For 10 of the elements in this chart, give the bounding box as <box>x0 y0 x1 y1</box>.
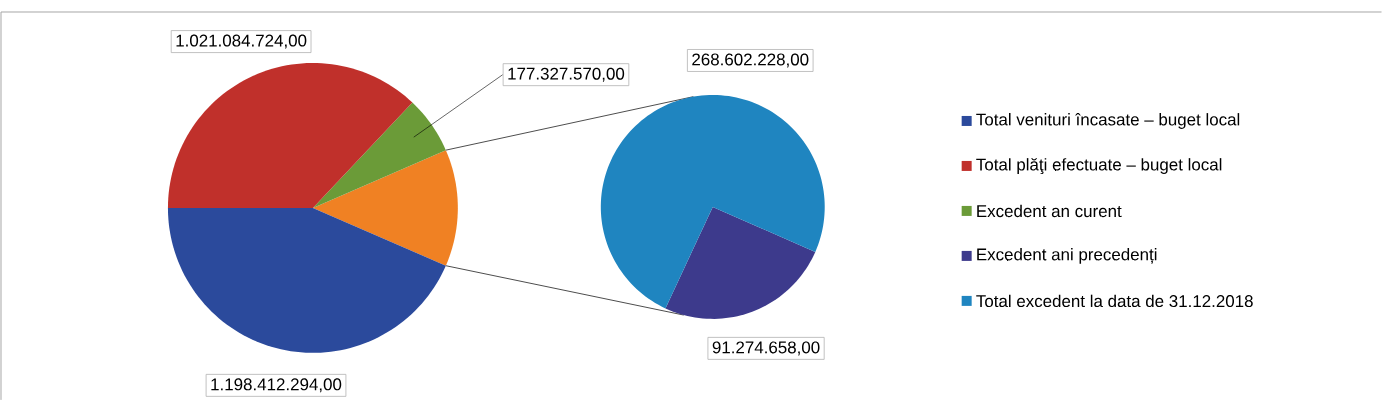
data-label: 177.327.570,00 <box>508 67 625 82</box>
data-label: 1.198.412.294,00 <box>211 378 342 393</box>
data-label: 268.602.228,00 <box>692 53 809 68</box>
legend-label: Total plăţi efectuate – buget local <box>976 157 1222 174</box>
legend-label: Total venituri încasate – buget local <box>976 112 1240 129</box>
data-label: 91.274.658,00 <box>712 341 820 356</box>
legend-label: Excedent an curent <box>977 204 1122 217</box>
legend-label: Total excedent la data de 31.12.2018 <box>976 294 1253 307</box>
data-label: 1.021.084.724,00 <box>176 34 307 49</box>
legend-label: Excedent ani precedenți <box>977 247 1157 264</box>
